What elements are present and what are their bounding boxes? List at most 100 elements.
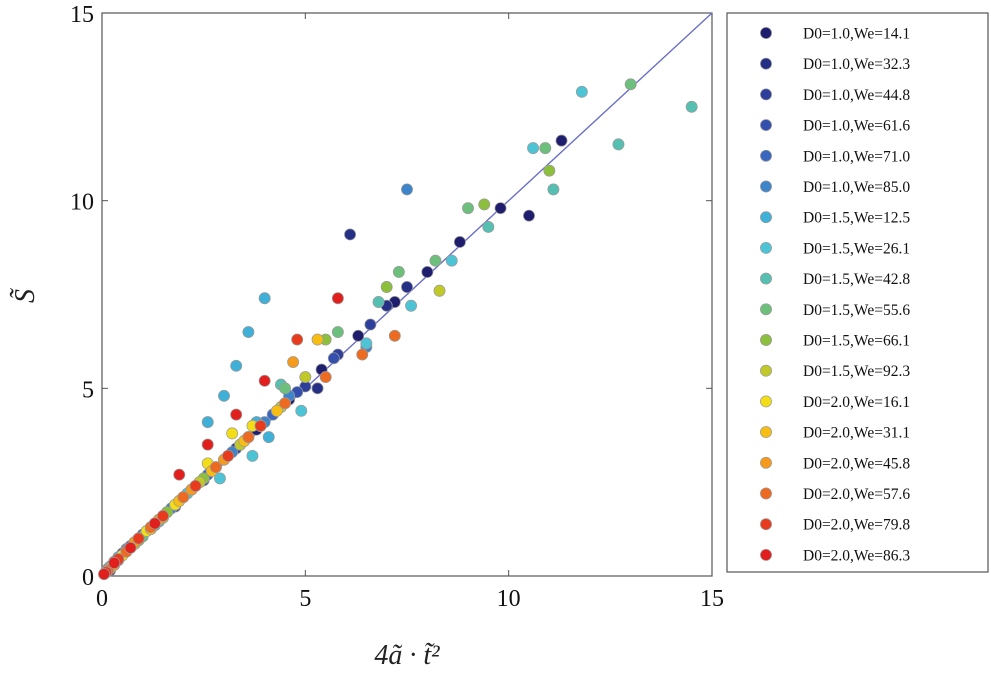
data-point: [327, 352, 340, 365]
data-point: [311, 382, 324, 395]
legend-marker: [760, 487, 772, 500]
data-point: [344, 228, 357, 241]
legend-marker: [760, 57, 772, 70]
data-point: [230, 408, 243, 421]
axis-ticks: 0 5 10 15 0 5 10 15: [70, 2, 724, 612]
data-point: [246, 449, 259, 462]
data-point: [421, 266, 434, 278]
data-point: [242, 431, 255, 444]
legend-label: D0=2.0,We=45.8: [803, 455, 910, 472]
legend-marker: [760, 149, 772, 162]
legend-marker: [760, 88, 772, 101]
legend-marker: [760, 211, 772, 224]
legend-marker: [760, 119, 772, 132]
data-point: [445, 254, 458, 267]
data-point: [523, 209, 535, 222]
legend-label: D0=1.5,We=26.1: [803, 240, 910, 257]
data-point: [453, 236, 466, 248]
data-point: [108, 556, 121, 569]
legend-label: D0=1.5,We=42.8: [803, 271, 910, 288]
data-point: [279, 397, 291, 410]
data-point: [258, 374, 271, 387]
data-point: [360, 337, 373, 350]
data-point: [401, 183, 413, 196]
data-point: [429, 254, 442, 267]
data-point: [201, 438, 214, 451]
data-point: [482, 220, 495, 233]
data-point: [222, 449, 235, 462]
legend-label: D0=1.0,We=44.8: [803, 87, 910, 104]
legend-marker: [760, 303, 772, 316]
data-point: [242, 326, 255, 338]
data-point: [132, 532, 145, 545]
legend-marker: [760, 180, 772, 193]
legend-label: D0=1.5,We=12.5: [803, 210, 910, 227]
y-tick-label: 0: [82, 565, 94, 591]
legend-label: D0=2.0,We=31.1: [803, 425, 910, 442]
data-point: [364, 318, 377, 331]
legend-marker: [760, 334, 772, 346]
data-point: [230, 359, 243, 372]
y-tick-label: 10: [70, 190, 94, 216]
y-axis-title: S̃: [10, 287, 41, 303]
data-point: [157, 509, 169, 522]
data-point: [177, 491, 190, 504]
data-point: [218, 389, 230, 402]
data-point: [388, 329, 401, 342]
legend-label: D0=1.0,We=71.0: [803, 148, 910, 165]
data-point: [356, 348, 369, 361]
data-point: [685, 100, 698, 113]
data-point: [575, 85, 588, 98]
legend-marker: [760, 426, 772, 439]
data-point: [173, 468, 186, 481]
data-point: [262, 431, 275, 444]
x-axis-title: 4ã · t̃²: [374, 640, 440, 671]
legend: D0=1.0,We=14.1 D0=1.0,We=32.3 D0=1.0,We=44…: [726, 12, 989, 573]
legend-label: D0=2.0,We=16.1: [803, 394, 910, 411]
data-point: [433, 284, 446, 297]
data-point: [547, 183, 560, 196]
data-point: [213, 472, 226, 485]
data-point: [352, 329, 365, 342]
data-point: [279, 382, 291, 395]
data-point: [624, 78, 637, 91]
data-point: [405, 299, 418, 312]
data-point: [319, 371, 332, 384]
data-point: [295, 404, 308, 417]
data-point: [494, 202, 507, 215]
y-tick-label: 5: [82, 377, 94, 403]
legend-marker: [760, 518, 772, 531]
data-point: [462, 202, 474, 215]
data-point: [539, 142, 552, 155]
legend-label: D0=1.5,We=66.1: [803, 333, 910, 350]
data-point: [201, 416, 214, 429]
data-point: [331, 326, 344, 338]
legend-label: D0=2.0,We=86.3: [803, 547, 910, 564]
data-point: [299, 371, 312, 384]
data-point: [287, 356, 300, 369]
data-point: [380, 281, 393, 293]
legend-marker: [760, 364, 772, 377]
legend-label: D0=1.0,We=85.0: [803, 179, 910, 196]
legend-marker: [760, 456, 772, 469]
x-tick-label: 15: [700, 586, 724, 612]
data-point: [189, 479, 202, 492]
data-point: [543, 164, 556, 177]
legend-marker: [760, 395, 772, 408]
x-tick-label: 0: [96, 586, 108, 612]
data-point: [209, 461, 222, 474]
data-point: [148, 517, 161, 530]
data-point: [555, 134, 568, 147]
legend-marker: [760, 27, 772, 39]
legend-label: D0=1.5,We=92.3: [803, 363, 910, 380]
x-tick-label: 5: [299, 586, 311, 612]
data-point: [311, 333, 324, 346]
data-point: [392, 266, 405, 278]
data-point: [254, 419, 267, 432]
data-point: [291, 333, 304, 346]
x-tick-label: 10: [497, 586, 521, 612]
legend-label: D0=1.0,We=14.1: [803, 26, 910, 43]
data-point: [270, 404, 283, 417]
data-point: [98, 568, 110, 581]
